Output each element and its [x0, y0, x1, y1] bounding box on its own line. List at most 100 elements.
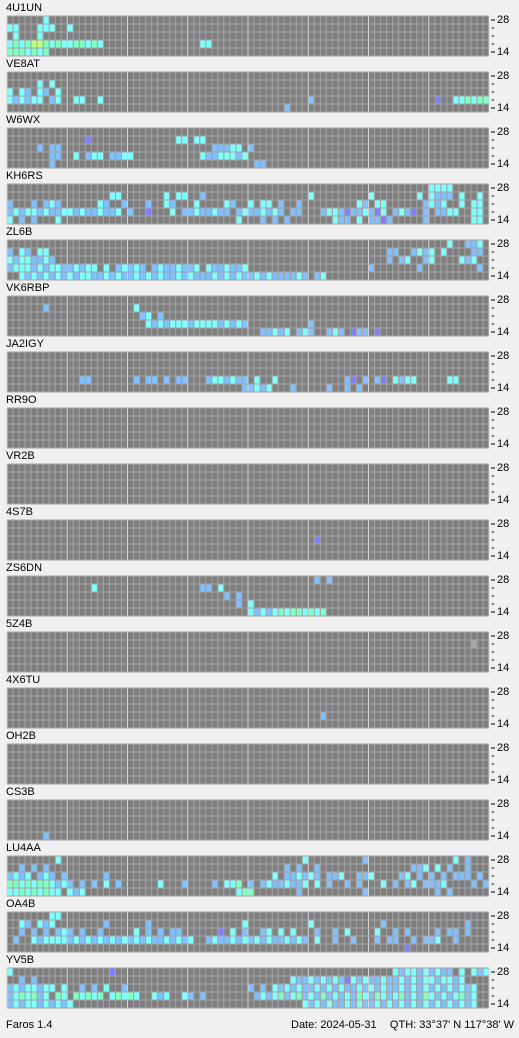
signal-cell	[176, 264, 182, 272]
signal-cell	[332, 1000, 338, 1008]
signal-cell	[308, 984, 314, 992]
signal-cell	[290, 384, 296, 392]
signal-cell	[146, 320, 152, 328]
signal-cell	[218, 272, 224, 280]
signal-cell	[272, 992, 278, 1000]
signal-cell	[441, 248, 447, 256]
signal-cell	[55, 272, 61, 280]
signal-cell	[417, 1000, 423, 1008]
signal-cell	[350, 984, 356, 992]
signal-cell	[356, 984, 362, 992]
signal-cell	[459, 256, 465, 264]
signal-cell	[158, 880, 164, 888]
signal-cell	[182, 880, 188, 888]
signal-cell	[152, 936, 158, 944]
signal-cell	[13, 96, 19, 104]
signal-cell	[362, 888, 368, 896]
signal-cell	[37, 48, 43, 56]
signal-cell	[429, 1000, 435, 1008]
signal-cell	[19, 96, 25, 104]
signal-cell	[55, 208, 61, 216]
signal-cell	[260, 880, 266, 888]
signal-cell	[200, 992, 206, 1000]
signal-cell	[314, 976, 320, 984]
cells	[43, 832, 49, 840]
signal-cell	[477, 240, 483, 248]
signal-cell	[423, 968, 429, 976]
signal-cell	[393, 984, 399, 992]
signal-cell	[387, 248, 393, 256]
signal-cell	[176, 320, 182, 328]
signal-cell	[43, 256, 49, 264]
signal-cell	[13, 992, 19, 1000]
signal-cell	[369, 192, 375, 200]
station-call: 4U1UN	[6, 2, 42, 14]
signal-cell	[356, 1000, 362, 1008]
signal-cell	[31, 1000, 37, 1008]
signal-cell	[278, 272, 284, 280]
signal-cell	[146, 272, 152, 280]
band-label: 14	[497, 998, 509, 1010]
signal-cell	[344, 1000, 350, 1008]
signal-cell	[423, 200, 429, 208]
station-grid	[6, 239, 490, 281]
signal-cell	[435, 968, 441, 976]
signal-cell	[170, 272, 176, 280]
signal-cell	[49, 272, 55, 280]
signal-cell	[212, 272, 218, 280]
signal-cell	[278, 984, 284, 992]
signal-cell	[423, 992, 429, 1000]
signal-cell	[188, 936, 194, 944]
signal-cell	[465, 992, 471, 1000]
signal-cell	[19, 88, 25, 96]
band-label: 28	[497, 182, 509, 194]
signal-cell	[429, 256, 435, 264]
signal-cell	[61, 208, 67, 216]
signal-cell	[344, 992, 350, 1000]
signal-cell	[109, 936, 115, 944]
signal-cell	[170, 936, 176, 944]
signal-cell	[43, 48, 49, 56]
signal-cell	[381, 1000, 387, 1008]
band-label: 14	[497, 830, 509, 842]
signal-cell	[290, 992, 296, 1000]
signal-cell	[61, 264, 67, 272]
signal-cell	[13, 872, 19, 880]
signal-cell	[49, 144, 55, 152]
signal-cell	[13, 256, 19, 264]
signal-cell	[7, 48, 13, 56]
signal-cell	[19, 208, 25, 216]
signal-cell	[356, 200, 362, 208]
signal-cell	[405, 928, 411, 936]
station-call: LU4AA	[6, 842, 42, 854]
signal-cell	[43, 40, 49, 48]
signal-cell	[61, 272, 67, 280]
signal-cell	[393, 976, 399, 984]
signal-cell	[67, 264, 73, 272]
signal-cell	[453, 872, 459, 880]
signal-cell	[332, 928, 338, 936]
signal-cell	[79, 208, 85, 216]
signal-cell	[284, 104, 290, 112]
signal-cell	[212, 264, 218, 272]
signal-cell	[194, 264, 200, 272]
signal-cell	[290, 984, 296, 992]
signal-cell	[121, 264, 127, 272]
signal-cell	[43, 992, 49, 1000]
signal-cell	[7, 1000, 13, 1008]
signal-cell	[236, 592, 242, 600]
band-label: -	[491, 38, 495, 50]
signal-cell	[411, 248, 417, 256]
band-label: -	[491, 302, 495, 314]
signal-cell	[393, 992, 399, 1000]
signal-cell	[224, 272, 230, 280]
signal-cell	[459, 1000, 465, 1008]
signal-cell	[387, 976, 393, 984]
signal-cell	[43, 984, 49, 992]
signal-cell	[477, 192, 483, 200]
signal-cell	[128, 992, 134, 1000]
signal-cell	[115, 264, 121, 272]
signal-cell	[25, 272, 31, 280]
signal-cell	[194, 320, 200, 328]
band-label: -	[491, 246, 495, 258]
